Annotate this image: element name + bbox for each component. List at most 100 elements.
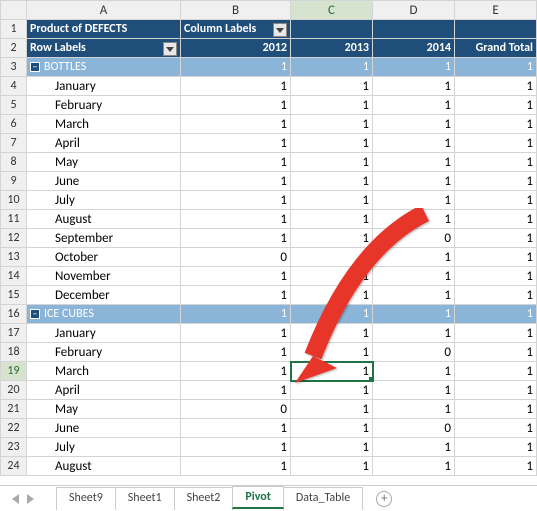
row-header-18[interactable]: 18 bbox=[1, 343, 27, 362]
data-cell[interactable]: 1 bbox=[291, 115, 373, 134]
data-cell[interactable]: 1 bbox=[181, 210, 291, 229]
sheet-tab-data_table[interactable]: Data_Table bbox=[283, 487, 363, 510]
data-cell[interactable]: 1 bbox=[291, 248, 373, 267]
row-header-12[interactable]: 12 bbox=[1, 229, 27, 248]
month-label[interactable]: June bbox=[27, 172, 181, 191]
row-header-5[interactable]: 5 bbox=[1, 96, 27, 115]
month-label[interactable]: May bbox=[27, 153, 181, 172]
sheet-tab-sheet9[interactable]: Sheet9 bbox=[56, 487, 116, 510]
data-cell[interactable]: 1 bbox=[455, 210, 537, 229]
sheet-tab-sheet1[interactable]: Sheet1 bbox=[115, 487, 175, 510]
data-cell[interactable]: 1 bbox=[291, 381, 373, 400]
data-cell[interactable]: 1 bbox=[291, 400, 373, 419]
data-cell[interactable]: 1 bbox=[373, 457, 455, 476]
data-cell[interactable]: 0 bbox=[373, 419, 455, 438]
row-header-1[interactable]: 1 bbox=[1, 20, 27, 39]
row-header-2[interactable]: 2 bbox=[1, 39, 27, 58]
data-cell[interactable]: 1 bbox=[181, 153, 291, 172]
row-header-14[interactable]: 14 bbox=[1, 267, 27, 286]
group-value[interactable]: 1 bbox=[181, 305, 291, 324]
data-cell[interactable]: 1 bbox=[455, 153, 537, 172]
data-cell[interactable]: 1 bbox=[181, 267, 291, 286]
month-label[interactable]: July bbox=[27, 191, 181, 210]
group-value[interactable]: 1 bbox=[373, 58, 455, 77]
data-cell[interactable]: 1 bbox=[373, 286, 455, 305]
data-cell[interactable]: 1 bbox=[291, 343, 373, 362]
row-labels-header[interactable]: Row Labels bbox=[27, 39, 181, 58]
data-cell[interactable]: 1 bbox=[455, 419, 537, 438]
collapse-icon[interactable]: − bbox=[30, 62, 40, 72]
col-header-D[interactable]: D bbox=[373, 1, 455, 20]
row-header-10[interactable]: 10 bbox=[1, 191, 27, 210]
data-cell[interactable]: 1 bbox=[181, 286, 291, 305]
month-label[interactable]: August bbox=[27, 457, 181, 476]
row-header-15[interactable]: 15 bbox=[1, 286, 27, 305]
row-header-24[interactable]: 24 bbox=[1, 457, 27, 476]
spreadsheet-grid[interactable]: A B C D E 1Product of DEFECTSColumn Labe… bbox=[0, 0, 537, 476]
month-label[interactable]: July bbox=[27, 438, 181, 457]
data-cell[interactable]: 1 bbox=[455, 400, 537, 419]
data-cell[interactable]: 0 bbox=[181, 400, 291, 419]
col-header-E[interactable]: E bbox=[455, 1, 537, 20]
group-value[interactable]: 1 bbox=[181, 58, 291, 77]
col-header-A[interactable]: A bbox=[27, 1, 181, 20]
data-cell[interactable]: 1 bbox=[181, 457, 291, 476]
data-cell[interactable]: 1 bbox=[455, 115, 537, 134]
data-cell[interactable]: 1 bbox=[291, 191, 373, 210]
year-col-2013[interactable]: 2013 bbox=[291, 39, 373, 58]
row-header-16[interactable]: 16 bbox=[1, 305, 27, 324]
group-value[interactable]: 1 bbox=[455, 305, 537, 324]
data-cell[interactable]: 1 bbox=[291, 362, 373, 381]
data-cell[interactable]: 1 bbox=[181, 381, 291, 400]
data-cell[interactable]: 1 bbox=[181, 115, 291, 134]
data-cell[interactable]: 1 bbox=[291, 153, 373, 172]
cell[interactable] bbox=[455, 20, 537, 39]
data-cell[interactable]: 1 bbox=[291, 210, 373, 229]
tab-nav-next-icon[interactable] bbox=[27, 494, 34, 504]
data-cell[interactable]: 1 bbox=[455, 286, 537, 305]
data-cell[interactable]: 1 bbox=[291, 229, 373, 248]
group-value[interactable]: 1 bbox=[373, 305, 455, 324]
data-cell[interactable]: 1 bbox=[181, 419, 291, 438]
group-value[interactable]: 1 bbox=[455, 58, 537, 77]
month-label[interactable]: January bbox=[27, 324, 181, 343]
data-cell[interactable]: 1 bbox=[181, 343, 291, 362]
data-cell[interactable]: 1 bbox=[373, 362, 455, 381]
row-header-17[interactable]: 17 bbox=[1, 324, 27, 343]
data-cell[interactable]: 1 bbox=[291, 267, 373, 286]
row-header-8[interactable]: 8 bbox=[1, 153, 27, 172]
row-header-9[interactable]: 9 bbox=[1, 172, 27, 191]
month-label[interactable]: March bbox=[27, 362, 181, 381]
data-cell[interactable]: 1 bbox=[291, 172, 373, 191]
data-cell[interactable]: 1 bbox=[181, 324, 291, 343]
month-label[interactable]: January bbox=[27, 77, 181, 96]
month-label[interactable]: April bbox=[27, 381, 181, 400]
data-cell[interactable]: 1 bbox=[455, 324, 537, 343]
col-header-C[interactable]: C bbox=[291, 1, 373, 20]
column-labels-header[interactable]: Column Labels bbox=[181, 20, 291, 39]
data-cell[interactable]: 1 bbox=[373, 248, 455, 267]
row-header-6[interactable]: 6 bbox=[1, 115, 27, 134]
data-cell[interactable]: 1 bbox=[181, 96, 291, 115]
month-label[interactable]: May bbox=[27, 400, 181, 419]
month-label[interactable]: April bbox=[27, 134, 181, 153]
data-cell[interactable]: 0 bbox=[373, 343, 455, 362]
data-cell[interactable]: 1 bbox=[455, 172, 537, 191]
data-cell[interactable]: 1 bbox=[373, 438, 455, 457]
data-cell[interactable]: 1 bbox=[181, 172, 291, 191]
row-header-19[interactable]: 19 bbox=[1, 362, 27, 381]
row-header-23[interactable]: 23 bbox=[1, 438, 27, 457]
month-label[interactable]: November bbox=[27, 267, 181, 286]
data-cell[interactable]: 1 bbox=[373, 267, 455, 286]
group-header[interactable]: −ICE CUBES bbox=[27, 305, 181, 324]
row-header-3[interactable]: 3 bbox=[1, 58, 27, 77]
group-value[interactable]: 1 bbox=[291, 58, 373, 77]
data-cell[interactable]: 1 bbox=[181, 362, 291, 381]
data-cell[interactable]: 1 bbox=[373, 172, 455, 191]
data-cell[interactable]: 1 bbox=[291, 438, 373, 457]
data-cell[interactable]: 1 bbox=[373, 153, 455, 172]
data-cell[interactable]: 1 bbox=[373, 77, 455, 96]
row-header-13[interactable]: 13 bbox=[1, 248, 27, 267]
tab-nav-prev-icon[interactable] bbox=[12, 494, 19, 504]
data-cell[interactable]: 1 bbox=[455, 191, 537, 210]
